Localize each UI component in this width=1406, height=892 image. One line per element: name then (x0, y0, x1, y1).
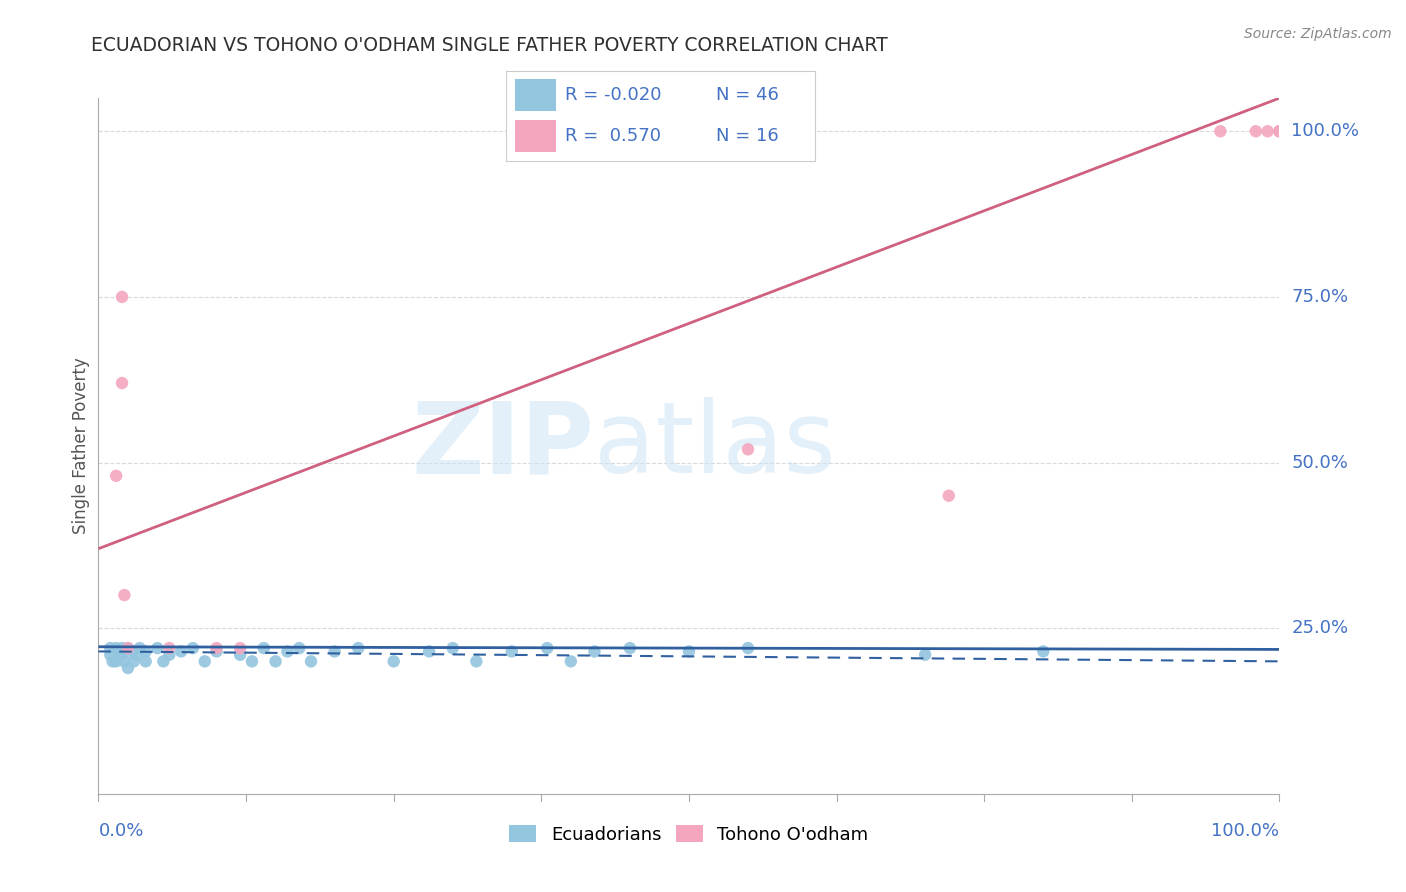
Text: N = 16: N = 16 (717, 127, 779, 145)
Legend: Ecuadorians, Tohono O'odham: Ecuadorians, Tohono O'odham (502, 818, 876, 851)
Point (347, 641, 370, 656)
Point (1268, 124, 1291, 138)
Bar (516, 120, 555, 152)
Point (536, 641, 558, 656)
Text: Source: ZipAtlas.com: Source: ZipAtlas.com (1244, 27, 1392, 41)
Point (117, 641, 139, 656)
Text: 75.0%: 75.0% (1291, 288, 1348, 306)
Text: ZIP: ZIP (412, 398, 595, 494)
Text: ECUADORIAN VS TOHONO O'ODHAM SINGLE FATHER POVERTY CORRELATION CHART: ECUADORIAN VS TOHONO O'ODHAM SINGLE FATH… (91, 36, 889, 54)
Point (205, 641, 228, 656)
Point (323, 644, 346, 658)
Text: N = 46: N = 46 (717, 86, 779, 103)
Point (105, 468, 128, 483)
Point (105, 654, 128, 668)
Text: 50.0%: 50.0% (1291, 453, 1348, 472)
Point (157, 641, 180, 656)
Point (135, 644, 157, 658)
Point (678, 644, 700, 658)
Point (737, 641, 759, 656)
Point (146, 641, 169, 656)
Point (157, 648, 180, 662)
Point (98, 648, 121, 662)
Text: R =  0.570: R = 0.570 (565, 127, 661, 145)
Point (112, 654, 135, 668)
Point (737, 442, 759, 457)
Point (1032, 644, 1054, 658)
Point (181, 641, 204, 656)
Point (1257, 124, 1279, 138)
Point (101, 654, 124, 668)
Text: 100.0%: 100.0% (1212, 822, 1279, 839)
Point (122, 654, 145, 668)
Point (501, 644, 523, 658)
Point (938, 489, 960, 503)
Bar (516, 79, 555, 111)
Point (1244, 124, 1267, 138)
Text: 100.0%: 100.0% (1291, 122, 1360, 140)
Point (117, 661, 139, 675)
Text: R = -0.020: R = -0.020 (565, 86, 661, 103)
Text: atlas: atlas (595, 398, 837, 494)
Point (583, 644, 606, 658)
Point (253, 641, 276, 656)
Point (276, 644, 298, 658)
Point (105, 641, 128, 656)
Point (117, 641, 139, 656)
Point (125, 648, 148, 662)
Point (299, 654, 322, 668)
Point (194, 654, 217, 668)
Point (98, 641, 121, 656)
Text: 0.0%: 0.0% (98, 822, 143, 839)
Point (240, 654, 263, 668)
Point (288, 641, 311, 656)
Point (170, 644, 193, 658)
Point (382, 654, 405, 668)
Point (229, 648, 252, 662)
Point (1268, 124, 1291, 138)
Point (135, 654, 157, 668)
Point (1268, 124, 1291, 138)
Point (128, 641, 150, 656)
Point (111, 641, 134, 656)
Point (205, 644, 228, 658)
Point (1209, 124, 1232, 138)
Point (108, 644, 131, 658)
Point (111, 376, 134, 390)
Point (112, 588, 135, 602)
Point (264, 654, 287, 668)
Text: 25.0%: 25.0% (1291, 619, 1348, 637)
Point (229, 641, 252, 656)
Point (560, 654, 582, 668)
Point (418, 644, 440, 658)
Point (121, 644, 143, 658)
Point (152, 654, 174, 668)
Point (465, 654, 488, 668)
Point (111, 290, 134, 304)
Point (914, 648, 936, 662)
Point (619, 641, 641, 656)
Point (441, 641, 464, 656)
Point (111, 648, 134, 662)
Y-axis label: Single Father Poverty: Single Father Poverty (72, 358, 90, 534)
